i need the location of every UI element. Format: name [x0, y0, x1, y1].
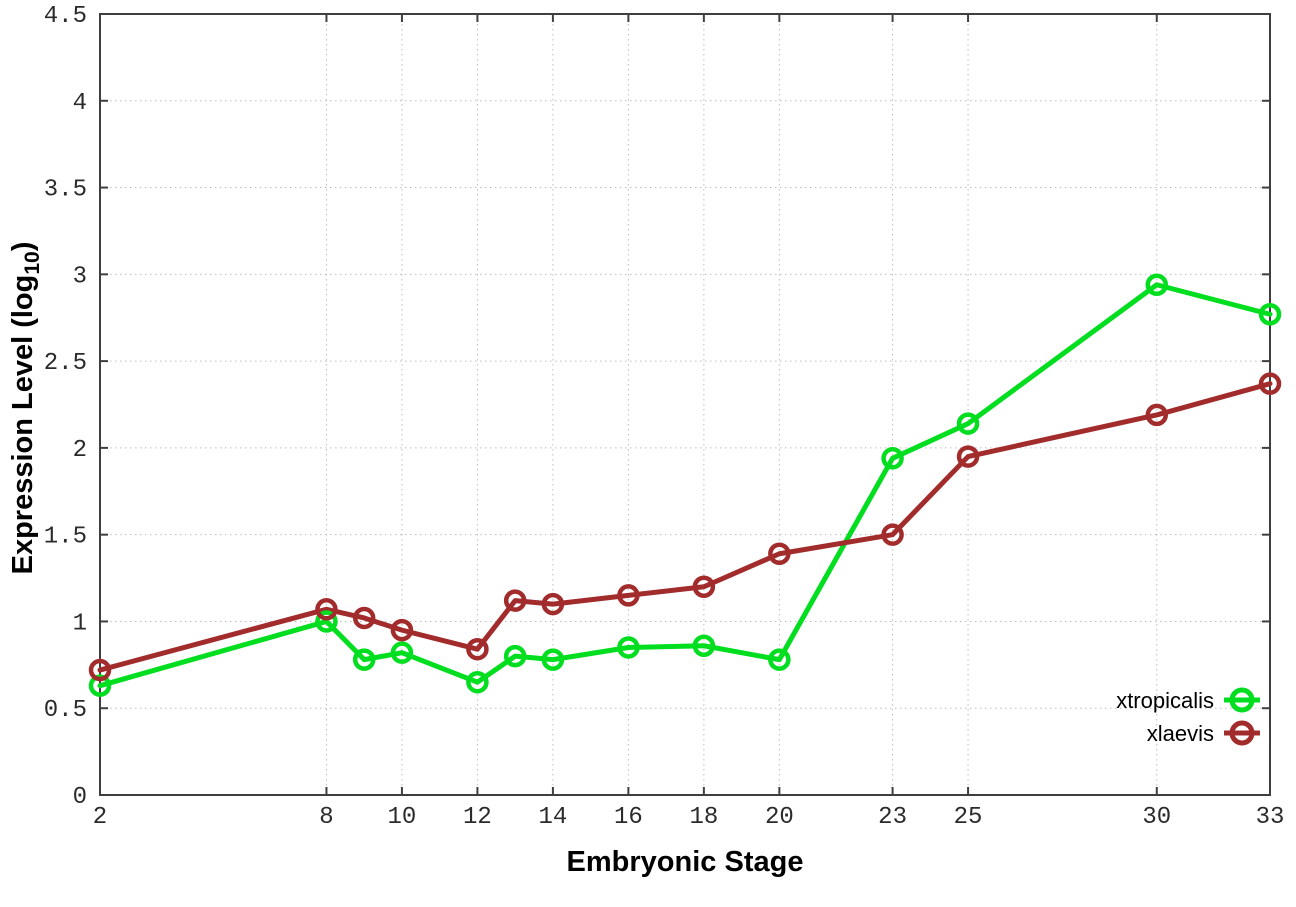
- x-tick-label: 12: [463, 804, 492, 831]
- x-tick-label: 18: [689, 804, 718, 831]
- x-tick-label: 20: [765, 804, 794, 831]
- x-tick-label: 30: [1142, 804, 1171, 831]
- x-tick-label: 14: [538, 804, 567, 831]
- y-tick-label: 4.5: [44, 3, 87, 30]
- y-tick-label: 3.5: [44, 177, 87, 204]
- data-point-xlaevis: [1145, 403, 1169, 427]
- data-point-xtropicalis: [352, 648, 376, 671]
- x-tick-label: 10: [388, 804, 417, 831]
- x-tick-label: 16: [614, 804, 643, 831]
- data-point-xtropicalis: [390, 641, 414, 664]
- x-tick-label: 33: [1256, 804, 1285, 831]
- data-point-xlaevis: [541, 592, 565, 616]
- y-tick-label: 2: [73, 437, 87, 464]
- legend-marker-xlaevis: [1229, 720, 1255, 746]
- data-point-xlaevis: [692, 575, 716, 598]
- data-point-xtropicalis: [1145, 273, 1169, 296]
- data-point-xtropicalis: [1258, 303, 1282, 326]
- data-point-xtropicalis: [88, 674, 112, 697]
- data-point-xtropicalis: [617, 636, 640, 659]
- y-axis-title-prefix: Expression Level (log: [7, 274, 39, 575]
- plot-border: [99, 13, 1271, 796]
- series-line-xlaevis: [97, 381, 1273, 673]
- y-tick-label: 1.5: [44, 524, 87, 551]
- data-point-xtropicalis: [466, 670, 489, 694]
- data-point-xlaevis: [390, 618, 414, 642]
- data-point-xlaevis: [466, 637, 489, 661]
- legend-label-xlaevis: xlaevis: [1147, 721, 1214, 746]
- data-point-xtropicalis: [956, 412, 980, 435]
- x-tick-label: 23: [878, 804, 907, 831]
- data-point-xlaevis: [315, 598, 338, 621]
- x-tick-label: 25: [954, 804, 983, 831]
- y-tick-label: 2.5: [44, 350, 87, 377]
- y-tick-label: 3: [73, 263, 87, 290]
- data-point-xtropicalis: [768, 648, 791, 671]
- data-point-xlaevis: [881, 523, 904, 546]
- x-tick-label: 2: [93, 804, 107, 831]
- series-line-xtropicalis: [97, 282, 1273, 689]
- x-axis-title: Embryonic Stage: [566, 846, 804, 878]
- data-point-xlaevis: [503, 589, 527, 612]
- data-point-xlaevis: [956, 445, 980, 468]
- data-point-xtropicalis: [881, 447, 904, 470]
- y-tick-label: 0: [73, 784, 87, 811]
- legend-label-xtropicalis: xtropicalis: [1116, 688, 1214, 713]
- x-tick-label: 8: [319, 804, 333, 831]
- data-point-xlaevis: [352, 606, 376, 630]
- data-point-xtropicalis: [503, 644, 527, 668]
- data-point-xlaevis: [617, 584, 640, 607]
- y-axis-title-suffix: ): [7, 241, 39, 252]
- y-tick-label: 0.5: [44, 697, 87, 724]
- data-point-xtropicalis: [315, 610, 338, 633]
- data-point-xlaevis: [88, 658, 112, 682]
- data-point-xtropicalis: [541, 648, 565, 671]
- data-point-xlaevis: [1258, 372, 1282, 395]
- data-point-xtropicalis: [692, 634, 716, 657]
- y-axis-title: Expression Level (log10): [7, 242, 45, 575]
- y-tick-label: 1: [73, 610, 87, 637]
- legend-marker-xtropicalis: [1229, 687, 1255, 713]
- data-point-xlaevis: [768, 542, 791, 566]
- y-axis-title-subscript: 10: [21, 251, 44, 275]
- y-tick-label: 4: [73, 90, 87, 117]
